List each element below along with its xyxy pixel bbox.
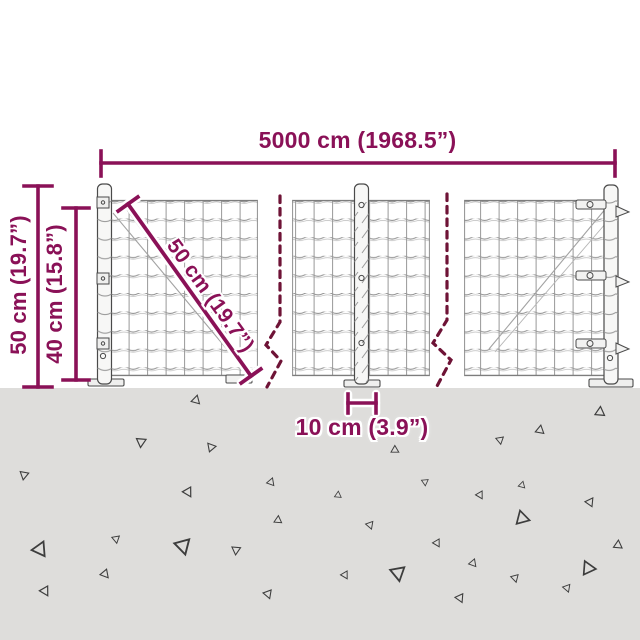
dimension-label-mesh-height: 40 cm (15.8”) xyxy=(42,224,67,364)
break-line-left xyxy=(264,194,283,389)
dimension-total-width-line xyxy=(99,149,617,178)
ground xyxy=(0,388,640,640)
fence-post-right xyxy=(575,184,634,388)
break-line-right xyxy=(430,192,453,390)
dimension-label-total-width: 5000 cm (1968.5”) xyxy=(258,127,457,153)
dimension-label-post-height: 50 cm (19.7”) xyxy=(6,215,31,355)
mesh-panel-right xyxy=(464,199,613,377)
dimension-label-post-depth: 10 cm (3.9”) xyxy=(295,414,429,440)
fence-post-left xyxy=(87,183,125,387)
dimension-mesh-height-line xyxy=(61,206,91,382)
dimension-mesh-diagonal-line xyxy=(113,192,266,388)
dimension-post-depth-line xyxy=(343,389,381,418)
fence-post-middle xyxy=(343,183,381,388)
dimension-post-height-line xyxy=(22,184,54,389)
